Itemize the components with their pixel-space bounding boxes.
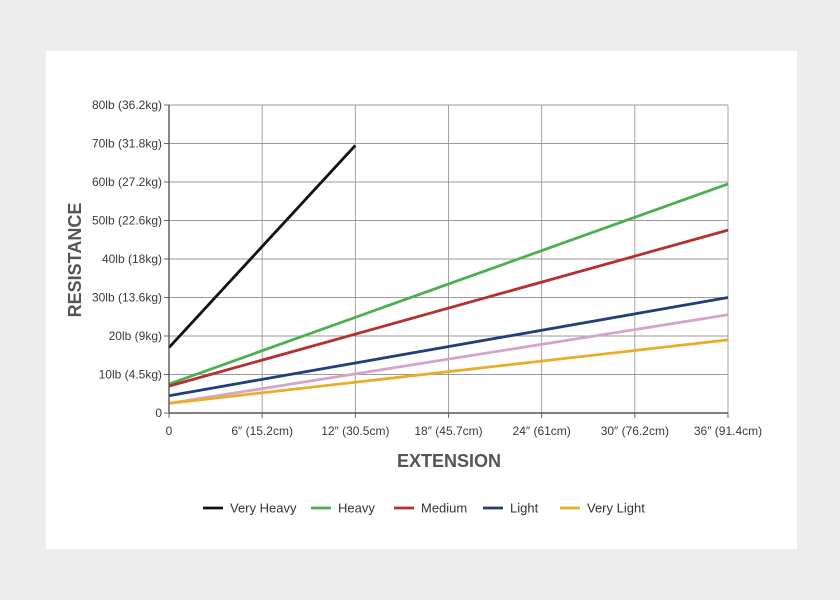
tick-labels: 0 10lb (4.5kg) 20lb (9kg) 30lb (13.6kg) 40lb… <box>92 98 762 438</box>
legend-label: Heavy <box>338 501 375 516</box>
y-tick-label: 50lb (22.6kg) <box>92 214 162 228</box>
x-tick-label: 30″ (76.2cm) <box>601 424 669 438</box>
x-tick-label: 36″ (91.4cm) <box>694 424 762 438</box>
legend-item: Medium <box>394 501 467 516</box>
series-line-very-heavy-0 <box>167 144 357 349</box>
y-axis-title: RESISTANCE <box>65 203 85 318</box>
y-tick-label: 30lb (13.6kg) <box>92 291 162 305</box>
y-tick-label: 10lb (4.5kg) <box>99 368 162 382</box>
legend-item: Light <box>483 501 539 516</box>
series-line-very-light-5 <box>168 338 729 405</box>
y-tick-label: 70lb (31.8kg) <box>92 137 162 151</box>
legend-item: Very Heavy <box>203 501 297 516</box>
x-tick-label: 24″ (61cm) <box>513 424 571 438</box>
legend-label: Light <box>510 501 539 516</box>
legend: Very Heavy Heavy Medium Light Very Light <box>203 501 645 516</box>
y-tick-label: 80lb (36.2kg) <box>92 98 162 112</box>
legend-label: Very Heavy <box>230 501 297 516</box>
y-tick-label: 40lb (18kg) <box>102 252 162 266</box>
series-lines <box>167 144 729 405</box>
axes <box>164 104 729 418</box>
x-tick-label: 12″ (30.5cm) <box>321 424 389 438</box>
x-tick-label: 6″ (15.2cm) <box>231 424 293 438</box>
legend-item: Very Light <box>560 501 645 516</box>
legend-item: Heavy <box>311 501 375 516</box>
grid <box>169 104 729 413</box>
legend-label: Very Light <box>587 501 645 516</box>
x-tick-label: 18″ (45.7cm) <box>414 424 482 438</box>
series-line-light-3 <box>168 296 729 398</box>
y-tick-label: 0 <box>155 406 162 420</box>
chart-card <box>46 51 797 549</box>
legend-label: Medium <box>421 501 467 516</box>
series-line-unlabeled-4 <box>168 313 729 405</box>
y-tick-label: 20lb (9kg) <box>109 329 162 343</box>
series-line-heavy-1 <box>168 182 729 386</box>
y-tick-label: 60lb (27.2kg) <box>92 175 162 189</box>
x-tick-label: 0 <box>166 424 173 438</box>
series-line-medium-2 <box>168 228 729 388</box>
x-axis-title: EXTENSION <box>397 451 501 471</box>
